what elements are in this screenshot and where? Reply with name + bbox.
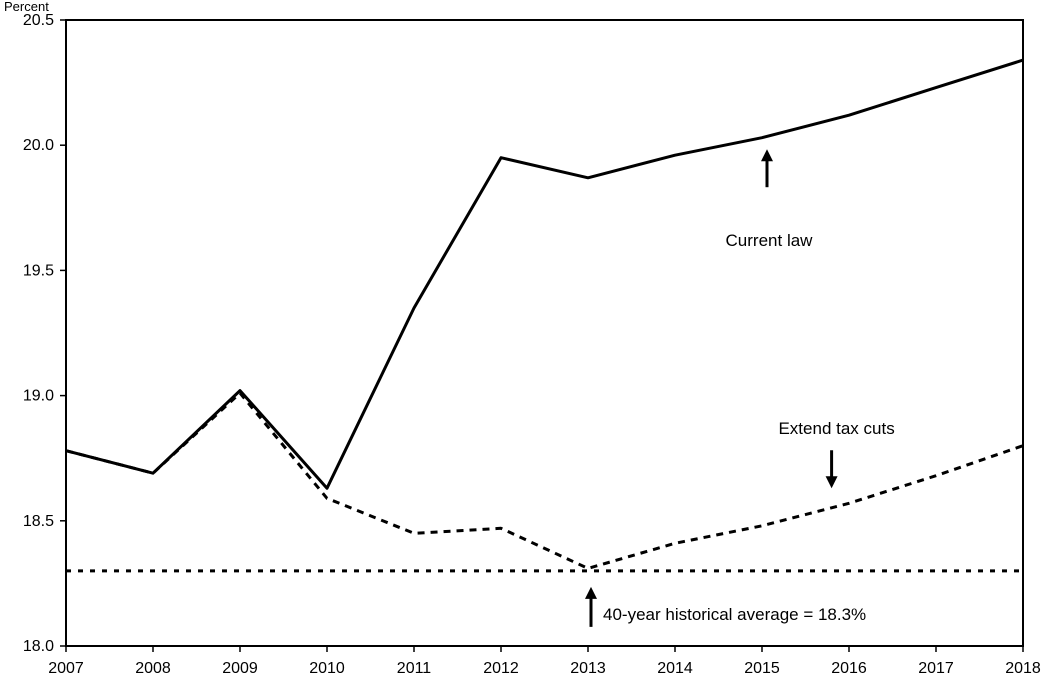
x-tick-label: 2015 — [744, 660, 780, 677]
x-tick-label: 2016 — [831, 660, 867, 677]
x-tick-label: 2007 — [48, 660, 84, 677]
y-unit-label: Percent — [4, 0, 49, 14]
current-law-arrow-head — [761, 149, 773, 162]
x-tick-label: 2009 — [222, 660, 258, 677]
x-tick-label: 2010 — [309, 660, 345, 677]
x-tick-label: 2014 — [657, 660, 693, 677]
series-line-dashed — [65, 391, 1024, 570]
extend-tax-cuts-arrow-head — [825, 476, 838, 489]
y-tick-label: 19.0 — [23, 388, 54, 405]
y-tick-label: 20.5 — [23, 12, 54, 29]
x-tick-label: 2017 — [918, 660, 954, 677]
historical-average-arrow-head — [585, 586, 597, 599]
y-axis: 18.0 18.5 19.0 19.5 20.0 20.5 — [23, 12, 66, 655]
y-tick-label: 19.5 — [23, 262, 54, 279]
x-tick-label: 2008 — [135, 660, 171, 677]
extend-tax-cuts-label: Extend tax cuts — [778, 419, 894, 438]
y-tick-label: 18.0 — [23, 638, 54, 655]
series-line-solid — [65, 58, 1024, 490]
series-layer — [65, 58, 1024, 573]
x-tick-label: 2012 — [483, 660, 519, 677]
x-axis: 2007 2008 2009 2010 2011 2012 2013 2014 2015 2016… — [48, 646, 1041, 677]
annotation-layer: Current law Extend tax cuts 40-year histor… — [585, 149, 895, 627]
historical-average-label: 40-year historical average = 18.3% — [603, 605, 866, 624]
x-tick-label: 2013 — [570, 660, 606, 677]
current-law-label: Current law — [726, 231, 814, 250]
plot-frame — [65, 19, 1024, 647]
y-tick-label: 18.5 — [23, 513, 54, 530]
x-tick-label: 2018 — [1005, 660, 1041, 677]
y-tick-label: 20.0 — [23, 137, 54, 154]
x-tick-label: 2011 — [397, 660, 432, 677]
